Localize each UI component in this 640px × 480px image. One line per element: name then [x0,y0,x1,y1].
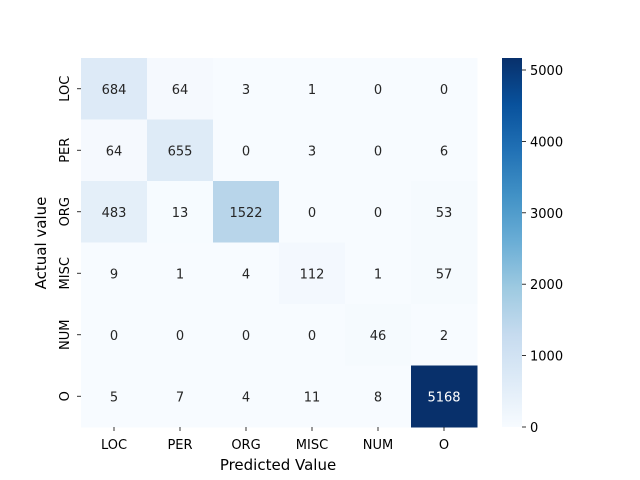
heatmap-cell [279,181,346,243]
colorbar-tick-label: 5000 [530,64,563,79]
heatmap-cell [213,58,280,120]
colorbar-tick-label: 0 [530,421,538,436]
heatmap-cell [147,58,214,120]
heatmap-cell [345,119,412,182]
cell-value-label: 684 [102,83,127,98]
cell-value-label: 1 [374,267,382,282]
y-tick-label: MISC [58,257,73,289]
y-axis-ticks: LOC PER ORG MISC NUM O [58,76,81,401]
cell-value-label: 655 [168,144,193,159]
heatmap-cell [147,304,214,366]
cell-value-label: 53 [436,206,453,221]
cell-value-label: 0 [110,329,118,344]
colorbar-tick-label: 2000 [530,278,563,293]
cell-value-label: 112 [300,267,325,282]
heatmap-cell [81,119,148,182]
cell-value-label: 8 [374,390,382,405]
heatmap-cell [345,365,412,428]
heatmap-cell [411,365,478,428]
heatmap-cell [279,365,346,428]
heatmap-cell [81,365,148,428]
cell-value-label: 6 [440,144,448,159]
heatmap-cell [279,242,346,305]
cell-value-label: 64 [172,83,189,98]
x-tick-label: ORG [231,438,260,453]
heatmap-cell [345,242,412,305]
cell-value-label: 0 [176,329,184,344]
heatmap-cell [213,304,280,366]
y-tick-label: O [58,391,73,401]
heatmap-cell [279,304,346,366]
cell-value-label: 3 [308,144,316,159]
heatmap-cell [213,242,280,305]
heatmap-cell [213,181,280,243]
y-axis-label: Actual value [32,197,50,290]
cell-value-label: 3 [242,83,250,98]
x-axis-ticks: LOC PER ORG MISC NUM O [101,427,449,453]
colorbar-tick-label: 3000 [530,207,563,222]
cell-value-label: 4 [242,390,250,405]
cell-value-label: 2 [440,329,448,344]
heatmap-cell [81,304,148,366]
heatmap-cell [147,365,214,428]
x-tick-label: LOC [101,438,127,453]
cell-value-label: 7 [176,390,184,405]
cell-value-label: 0 [374,83,382,98]
heatmap-cell [411,58,478,120]
heatmap-cell [147,242,214,305]
cell-value-label: 0 [374,144,382,159]
cell-value-label: 1 [308,83,316,98]
x-axis-label: Predicted Value [220,456,336,474]
colorbar-ticks: 0 1000 2000 3000 4000 5000 [522,64,563,436]
heatmap-cell [213,365,280,428]
heatmap-cell [81,58,148,120]
cell-value-label: 0 [308,329,316,344]
colorbar [502,58,522,427]
cell-value-label: 0 [242,329,250,344]
y-tick-label: ORG [58,197,73,226]
cell-value-label: 57 [436,267,453,282]
y-tick-label: LOC [58,76,73,102]
cell-value-label: 64 [106,144,123,159]
heatmap-cell [147,119,214,182]
cell-value-label: 0 [374,206,382,221]
heatmap-cell [81,181,148,243]
cell-value-label: 9 [110,267,118,282]
y-tick-label: NUM [58,320,73,350]
cell-value-label: 0 [242,144,250,159]
colorbar-tick-label: 1000 [530,350,563,365]
colorbar-tick-label: 4000 [530,135,563,150]
x-tick-label: NUM [363,438,393,453]
heatmap-cell [213,119,280,182]
heatmap-cell [411,242,478,305]
heatmap-cell [345,181,412,243]
cell-value-label: 11 [304,390,321,405]
heatmap-cell [279,58,346,120]
cell-value-label: 1522 [229,206,262,221]
heatmap-cell [345,58,412,120]
cell-value-label: 0 [440,83,448,98]
cell-value-label: 13 [172,206,189,221]
x-tick-label: PER [167,438,192,453]
heatmap-cell [345,304,412,366]
heatmap-cell [81,242,148,305]
cell-value-label: 46 [370,329,387,344]
cell-value-label: 1 [176,267,184,282]
cell-value-label: 5168 [427,390,460,405]
cell-value-label: 4 [242,267,250,282]
cell-value-label: 5 [110,390,118,405]
x-tick-label: MISC [296,438,328,453]
x-tick-label: O [439,438,449,453]
heatmap-cell [147,181,214,243]
heatmap-cell [411,181,478,243]
cell-value-label: 0 [308,206,316,221]
y-tick-label: PER [58,138,73,163]
heatmap-cell [411,304,478,366]
heatmap-cell [411,119,478,182]
heatmap-cell [279,119,346,182]
cell-value-label: 483 [102,206,127,221]
